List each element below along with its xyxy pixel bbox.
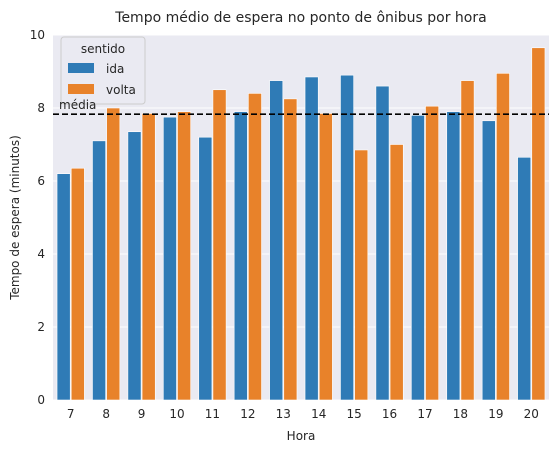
bar-volta-14: [318, 113, 333, 401]
legend-label-ida: ida: [106, 62, 124, 76]
bar-volta-13: [283, 98, 298, 401]
y-tick-label: 0: [37, 393, 45, 407]
bar-volta-20: [531, 47, 546, 401]
bars: [56, 47, 546, 401]
bar-volta-7: [70, 167, 85, 401]
x-tick-label: 18: [453, 407, 468, 421]
legend-swatch-volta: [68, 84, 94, 94]
bar-volta-10: [177, 111, 191, 401]
x-tick-label: 20: [524, 407, 539, 421]
bar-ida-20: [517, 156, 532, 401]
bar-volta-18: [460, 80, 475, 401]
mean-line-label: média: [59, 98, 96, 112]
chart-title: Tempo médio de espera no ponto de ônibus…: [114, 10, 486, 26]
legend-swatch-ida: [68, 63, 94, 73]
x-tick-label: 10: [169, 407, 184, 421]
y-tick-labels: 0 2 4 6 8 10: [30, 28, 45, 407]
bar-ida-12: [233, 111, 248, 401]
x-axis-label: Hora: [287, 429, 316, 443]
bar-ida-10: [163, 116, 177, 401]
x-tick-label: 14: [311, 407, 326, 421]
x-tick-labels: 7 8 9 10 11 12 13 14 15 16 17 18 19 20: [67, 407, 539, 421]
bar-ida-17: [411, 115, 425, 401]
bar-ida-18: [446, 111, 461, 401]
y-tick-label: 2: [37, 320, 45, 334]
bar-volta-16: [389, 144, 404, 401]
bar-ida-11: [198, 136, 213, 401]
x-tick-label: 7: [67, 407, 75, 421]
bar-volta-15: [354, 149, 369, 401]
legend-title: sentido: [81, 42, 125, 56]
x-tick-label: 8: [102, 407, 110, 421]
x-tick-label: 15: [347, 407, 362, 421]
legend: sentido ida volta: [60, 36, 146, 105]
bar-volta-17: [425, 105, 439, 401]
y-tick-label: 6: [37, 174, 45, 188]
bar-ida-13: [269, 80, 284, 401]
x-tick-label: 17: [417, 407, 432, 421]
bar-ida-16: [375, 85, 390, 401]
x-tick-label: 11: [205, 407, 220, 421]
y-tick-label: 10: [30, 28, 45, 42]
bar-volta-11: [212, 89, 227, 401]
bar-ida-15: [340, 74, 354, 401]
bar-ida-8: [92, 140, 106, 401]
bar-ida-7: [56, 173, 71, 401]
x-tick-label: 9: [138, 407, 146, 421]
bar-volta-8: [106, 107, 121, 401]
legend-label-volta: volta: [106, 83, 136, 97]
bar-volta-9: [141, 113, 156, 401]
bar-volta-19: [496, 73, 510, 401]
bar-ida-9: [127, 131, 142, 401]
y-axis-label: Tempo de espera (minutos): [8, 135, 22, 301]
x-tick-label: 19: [488, 407, 503, 421]
x-tick-label: 16: [382, 407, 397, 421]
y-tick-label: 4: [37, 247, 45, 261]
bar-volta-12: [248, 93, 262, 401]
bar-ida-19: [481, 120, 496, 401]
x-tick-label: 13: [276, 407, 291, 421]
y-tick-label: 8: [37, 101, 45, 115]
bar-ida-14: [304, 76, 319, 401]
x-tick-label: 12: [240, 407, 255, 421]
